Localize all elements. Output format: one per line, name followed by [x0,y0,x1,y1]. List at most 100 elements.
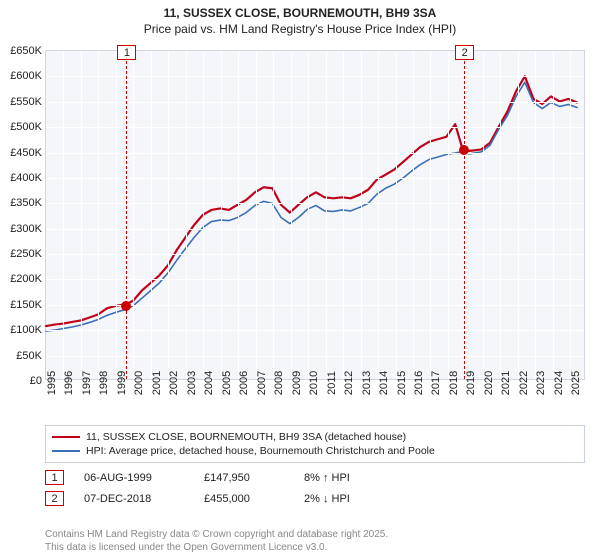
grid-line-v [326,51,327,379]
grid-line-v [116,51,117,379]
grid-line-v [98,51,99,379]
grid-line-v [570,51,571,379]
marker-vline [126,51,127,379]
y-axis-label: £450K [10,147,42,159]
marker-dot [459,145,469,155]
grid-line-v [186,51,187,379]
grid-line-v [343,51,344,379]
x-axis-label: 2007 [256,371,268,395]
x-axis-label: 1998 [98,371,110,395]
x-axis-label: 2003 [186,371,198,395]
grid-line-v [63,51,64,379]
x-axis-label: 2017 [430,371,442,395]
legend-row: HPI: Average price, detached house, Bour… [52,444,578,458]
grid-line-v [221,51,222,379]
grid-line-v [378,51,379,379]
transaction-marker: 1 [45,470,64,485]
grid-line-v [518,51,519,379]
marker-dot [121,301,131,311]
legend-row: 11, SUSSEX CLOSE, BOURNEMOUTH, BH9 3SA (… [52,430,578,444]
y-axis-label: £150K [10,299,42,311]
grid-line-v [256,51,257,379]
legend-label: 11, SUSSEX CLOSE, BOURNEMOUTH, BH9 3SA (… [86,431,406,443]
y-axis-label: £50K [16,350,42,362]
x-axis-label: 2024 [553,371,565,395]
x-axis-label: 2012 [343,371,355,395]
y-axis-label: £550K [10,96,42,108]
y-axis-label: £250K [10,248,42,260]
footer-line-1: Contains HM Land Registry data © Crown c… [45,528,388,541]
grid-line-v [535,51,536,379]
grid-line-v [430,51,431,379]
x-axis-label: 2002 [168,371,180,395]
transaction-price: £147,950 [204,472,284,484]
y-axis-label: £400K [10,172,42,184]
x-axis-label: 2010 [308,371,320,395]
legend-swatch [52,450,80,452]
x-axis-label: 2013 [361,371,373,395]
x-axis-label: 2001 [151,371,163,395]
grid-line-v [273,51,274,379]
transaction-date: 06-AUG-1999 [84,472,184,484]
transaction-delta: 2% ↓ HPI [304,493,350,505]
chart-title: 11, SUSSEX CLOSE, BOURNEMOUTH, BH9 3SA [0,0,600,20]
x-axis-label: 2000 [133,371,145,395]
grid-line-v [448,51,449,379]
x-axis-label: 2020 [483,371,495,395]
grid-line-v [81,51,82,379]
y-axis-label: £300K [10,223,42,235]
grid-line-v [133,51,134,379]
footer-attribution: Contains HM Land Registry data © Crown c… [45,528,388,554]
x-axis-label: 1995 [46,371,58,395]
transaction-row: 207-DEC-2018£455,0002% ↓ HPI [45,488,585,509]
grid-line-v [168,51,169,379]
grid-line-v [500,51,501,379]
y-axis-label: £650K [10,45,42,57]
plot-area: £0£50K£100K£150K£200K£250K£300K£350K£400… [45,50,585,380]
x-axis-label: 2015 [396,371,408,395]
marker-label: 2 [455,45,474,60]
legend-label: HPI: Average price, detached house, Bour… [86,445,435,457]
x-axis-label: 2025 [570,371,582,395]
marker-label: 1 [117,45,136,60]
x-axis-label: 2011 [326,371,338,395]
footer-line-2: This data is licensed under the Open Gov… [45,541,388,554]
grid-line-v [396,51,397,379]
x-axis-label: 2005 [221,371,233,395]
x-axis-label: 2021 [500,371,512,395]
y-axis-label: £350K [10,197,42,209]
x-axis-label: 2014 [378,371,390,395]
grid-line-v [465,51,466,379]
transaction-row: 1 06-AUG-1999 £147,950 8% ↑ HPI [45,467,585,488]
x-axis-label: 2019 [465,371,477,395]
grid-line-v [238,51,239,379]
grid-line-v [413,51,414,379]
legend-swatch [52,436,80,438]
y-axis-label: £500K [10,121,42,133]
y-axis-label: £200K [10,273,42,285]
x-axis-label: 2016 [413,371,425,395]
grid-line-v [361,51,362,379]
x-axis-label: 2009 [291,371,303,395]
grid-line-v [308,51,309,379]
grid-line-v [291,51,292,379]
x-axis-label: 2008 [273,371,285,395]
y-axis-label: £100K [10,324,42,336]
x-axis-label: 1996 [63,371,75,395]
y-axis-label: £600K [10,70,42,82]
transaction-marker: 2 [45,491,64,506]
x-axis-label: 2023 [535,371,547,395]
x-axis-label: 2006 [238,371,250,395]
grid-line-v [203,51,204,379]
legend-box: 11, SUSSEX CLOSE, BOURNEMOUTH, BH9 3SA (… [45,425,585,463]
y-axis-label: £0 [30,375,42,387]
chart-subtitle: Price paid vs. HM Land Registry's House … [0,20,600,42]
transaction-price: £455,000 [204,493,284,505]
x-axis-label: 1997 [81,371,93,395]
x-axis-label: 2004 [203,371,215,395]
transaction-delta: 8% ↑ HPI [304,472,350,484]
grid-line-v [553,51,554,379]
grid-line-v [151,51,152,379]
x-axis-label: 2022 [518,371,530,395]
chart-container: 11, SUSSEX CLOSE, BOURNEMOUTH, BH9 3SA P… [0,0,600,560]
